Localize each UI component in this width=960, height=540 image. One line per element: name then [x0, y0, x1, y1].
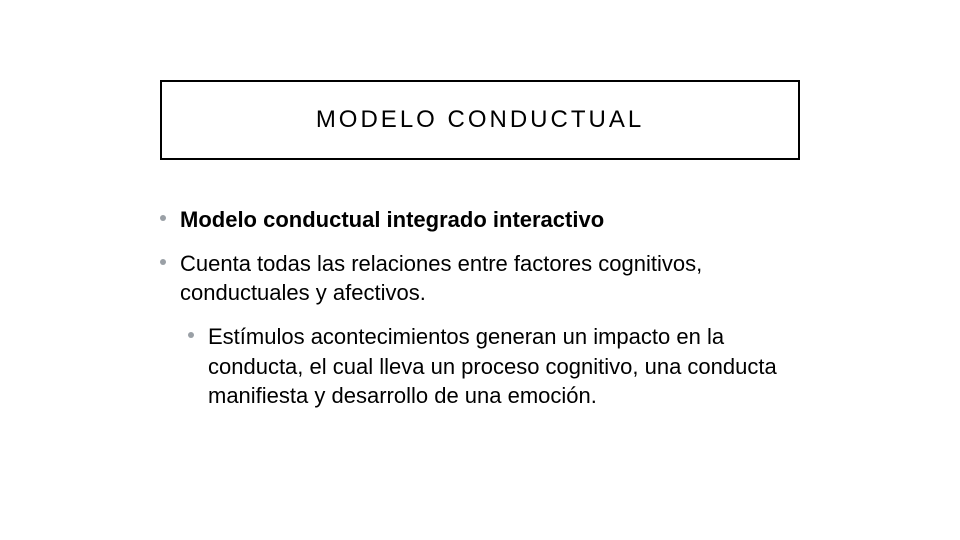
bullet-icon	[188, 332, 194, 338]
list-item: Cuenta todas las relaciones entre factor…	[160, 249, 800, 308]
bullet-icon	[160, 215, 166, 221]
list-item: Estímulos acontecimientos generan un imp…	[188, 322, 800, 411]
title-box: MODELO CONDUCTUAL	[160, 80, 800, 160]
content-area: Modelo conductual integrado interactivo …	[160, 205, 800, 425]
list-item: Modelo conductual integrado interactivo	[160, 205, 800, 235]
bullet-text: Estímulos acontecimientos generan un imp…	[208, 322, 800, 411]
bullet-text: Modelo conductual integrado interactivo	[180, 205, 604, 235]
bullet-text: Cuenta todas las relaciones entre factor…	[180, 249, 800, 308]
slide-title: MODELO CONDUCTUAL	[316, 106, 644, 134]
slide: MODELO CONDUCTUAL Modelo conductual inte…	[0, 0, 960, 540]
bullet-icon	[160, 259, 166, 265]
